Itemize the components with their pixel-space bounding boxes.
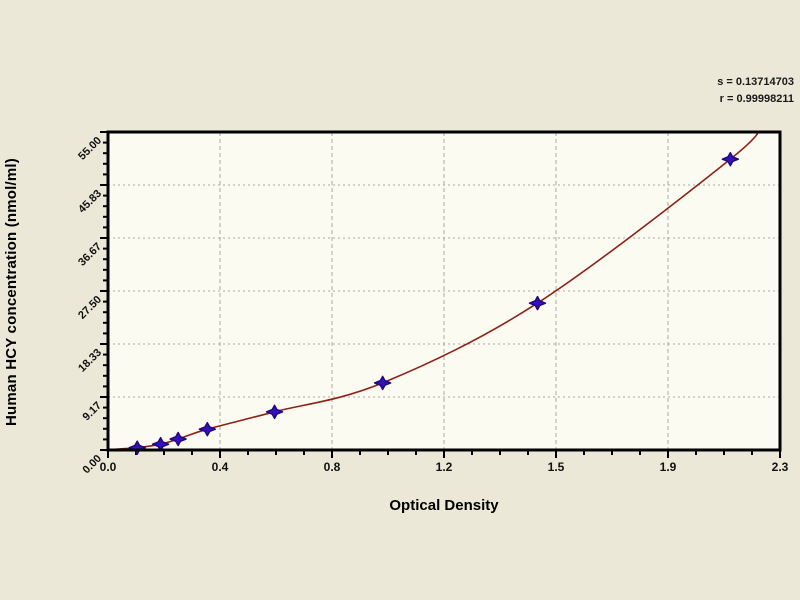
data-point-marker [528, 295, 547, 311]
data-point-marker [373, 375, 392, 391]
x-tick-label: 0.4 [212, 460, 229, 474]
data-point-marker [198, 421, 217, 437]
fit-stat-s: s = 0.13714703 [717, 76, 794, 88]
x-tick-label: 0.0 [100, 460, 117, 474]
y-tick-label: 55.00 [76, 135, 104, 163]
fit-statistics: s = 0.13714703 r = 0.99998211 [717, 74, 794, 108]
x-axis-title: Optical Density [389, 497, 499, 514]
data-point-marker [151, 436, 170, 452]
x-tick-label: 1.5 [548, 460, 565, 474]
x-tick-label: 1.9 [660, 460, 677, 474]
y-tick-label: 27.50 [76, 294, 104, 322]
y-tick-label: 9.17 [80, 400, 104, 424]
fit-stat-r: r = 0.99998211 [719, 93, 794, 105]
y-tick-label: 45.83 [76, 188, 104, 216]
data-point-marker [721, 151, 740, 167]
y-tick-label: 36.67 [76, 241, 104, 269]
x-tick-label: 2.3 [772, 460, 789, 474]
x-tick-label: 0.8 [324, 460, 341, 474]
plot-frame [106, 130, 782, 452]
data-point-marker [265, 404, 284, 420]
data-point-marker [169, 431, 187, 447]
x-tick-label: 1.2 [436, 460, 453, 474]
y-tick-label: 18.33 [76, 347, 104, 375]
